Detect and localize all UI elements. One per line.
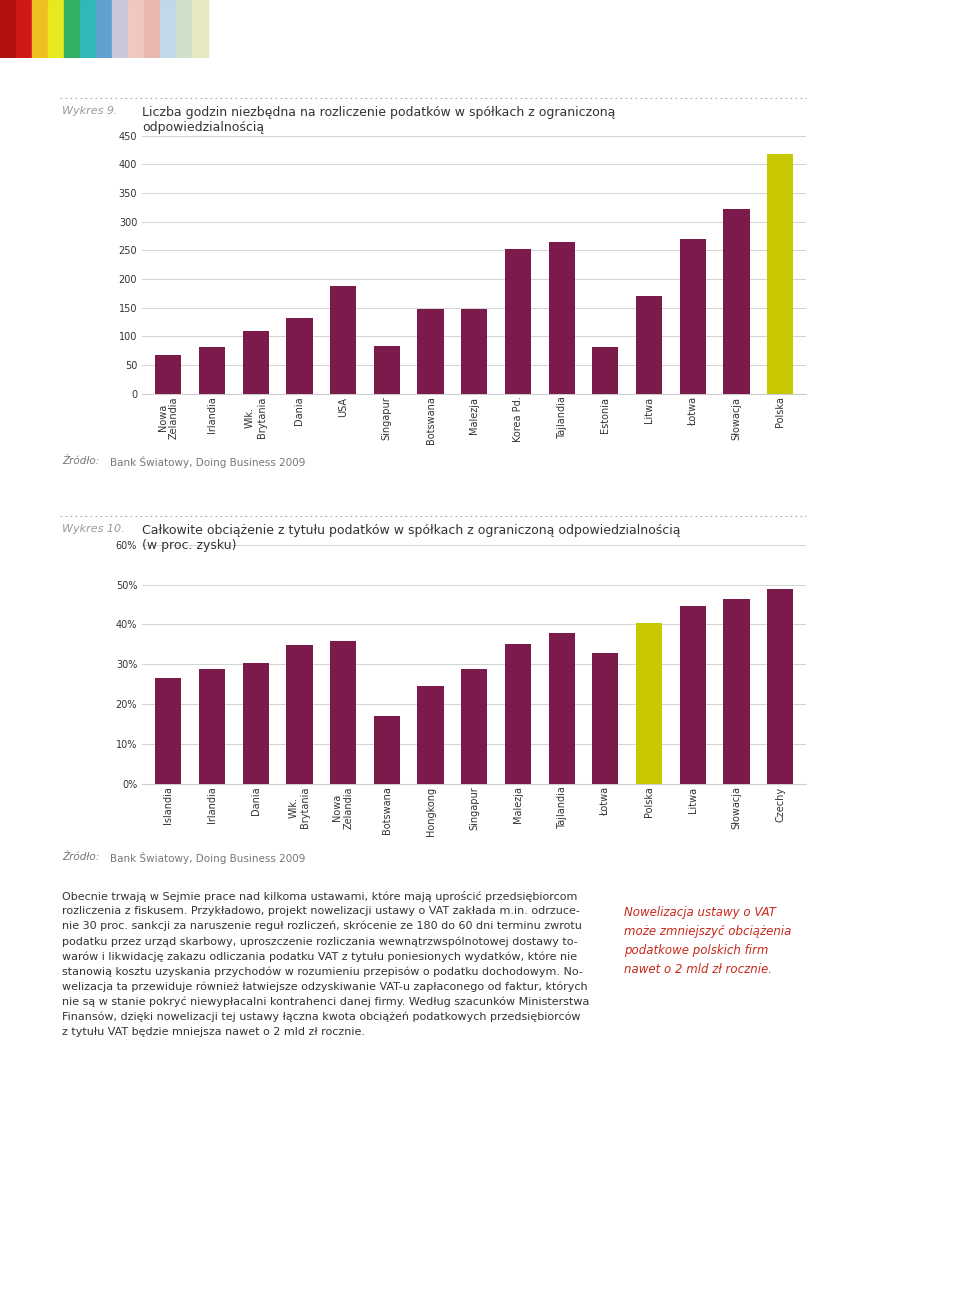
Bar [680, 239, 706, 394]
Text: 14: 14 [730, 19, 755, 37]
Bar [243, 664, 269, 784]
Bar [418, 686, 444, 784]
Bar [330, 640, 356, 784]
Bar [505, 644, 531, 784]
Bar [636, 296, 662, 394]
Text: Obecnie trwają w Sejmie prace nad kilkoma ustawami, które mają uprościć przedsię: Obecnie trwają w Sejmie prace nad kilkom… [62, 891, 589, 1037]
Bar [243, 330, 269, 394]
Text: Wykres 9.: Wykres 9. [62, 106, 118, 116]
Bar [330, 287, 356, 394]
Bar [548, 243, 575, 394]
Bar [723, 209, 750, 394]
Bar [199, 669, 225, 784]
Bar [96, 0, 112, 58]
Bar [592, 347, 618, 394]
Bar [723, 599, 750, 784]
Text: Wykres 10.: Wykres 10. [62, 524, 125, 534]
Text: Jak uwolnić przedsiębiorczość w Polsce?: Jak uwolnić przedsiębiorczość w Polsce? [290, 22, 540, 35]
Bar [16, 0, 32, 58]
Bar [144, 0, 160, 58]
Bar [461, 309, 488, 394]
Bar [418, 309, 444, 394]
Bar [0, 0, 16, 58]
Text: Bank Światowy, Doing Business 2009: Bank Światowy, Doing Business 2009 [110, 456, 306, 467]
Bar [80, 0, 96, 58]
Bar [286, 646, 313, 784]
Bar [461, 669, 488, 784]
Bar [286, 318, 313, 394]
Bar [373, 346, 400, 394]
Bar [112, 0, 128, 58]
Bar [48, 0, 64, 58]
Bar [128, 0, 144, 58]
Bar [199, 347, 225, 394]
Text: Całkowite obciążenie z tytułu podatków w spółkach z ograniczoną odpowiedzialnośc: Całkowite obciążenie z tytułu podatków w… [142, 524, 681, 553]
Bar [156, 355, 181, 394]
Bar [592, 653, 618, 784]
Text: Liczba godzin niezbędna na rozliczenie podatków w spółkach z ograniczoną
odpowie: Liczba godzin niezbędna na rozliczenie p… [142, 106, 615, 134]
Bar [64, 0, 80, 58]
Text: Bank Światowy, Doing Business 2009: Bank Światowy, Doing Business 2009 [110, 852, 306, 864]
Bar [505, 249, 531, 394]
Bar [156, 678, 181, 784]
Bar [373, 717, 400, 784]
Text: Źródło:: Źródło: [62, 456, 100, 466]
Text: Źródło:: Źródło: [62, 852, 100, 862]
Bar [767, 590, 793, 784]
Bar [192, 0, 208, 58]
Bar [767, 154, 793, 394]
Bar [636, 624, 662, 784]
Bar [548, 633, 575, 784]
Text: Nowelizacja ustawy o VAT
może zmniejszyć obciążenia
podatkowe polskich firm
nawe: Nowelizacja ustawy o VAT może zmniejszyć… [624, 906, 791, 976]
Bar [32, 0, 48, 58]
Bar [160, 0, 176, 58]
Bar [680, 605, 706, 784]
Bar [176, 0, 192, 58]
